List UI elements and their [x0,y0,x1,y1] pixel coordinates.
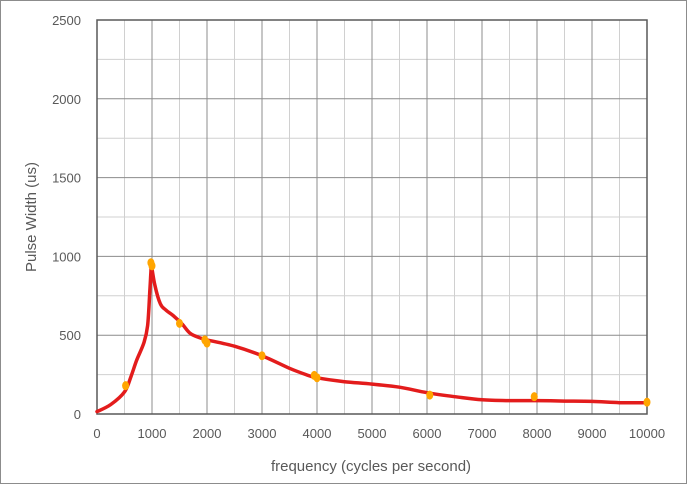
data-point [313,373,321,383]
y-axis-title: Pulse Width (us) [23,162,40,272]
x-axis-title: frequency (cycles per second) [271,458,471,475]
point-layer [122,258,651,407]
data-point [122,381,130,391]
y-tick-label: 2500 [52,13,81,28]
x-tick-label: 10000 [629,426,665,441]
data-point [426,390,434,400]
plot-area-border [96,19,648,415]
data-point [176,318,183,328]
x-tick-label: 4000 [303,426,332,441]
x-tick-label: 1000 [138,426,167,441]
x-tick-label: 7000 [468,426,497,441]
x-tick-label: 2000 [193,426,222,441]
y-tick-label: 1000 [52,249,81,264]
x-tick-label: 6000 [413,426,442,441]
grid-layer [96,19,648,415]
y-tick-label: 500 [59,328,81,343]
data-point [203,338,211,348]
y-tick-label: 0 [74,407,81,422]
data-point [530,392,538,402]
tick-labels: 0 1000 2000 3000 4000 5000 6000 7000 8000 9000 100… [52,13,665,441]
x-tick-label: 0 [93,426,100,441]
x-tick-label: 3000 [248,426,277,441]
x-tick-label: 8000 [523,426,552,441]
y-tick-label: 1500 [52,171,81,186]
data-point [258,351,266,361]
x-tick-label: 5000 [358,426,387,441]
data-point [643,397,651,407]
y-tick-label: 2000 [52,92,81,107]
x-tick-label: 9000 [578,426,607,441]
data-point [148,261,156,271]
